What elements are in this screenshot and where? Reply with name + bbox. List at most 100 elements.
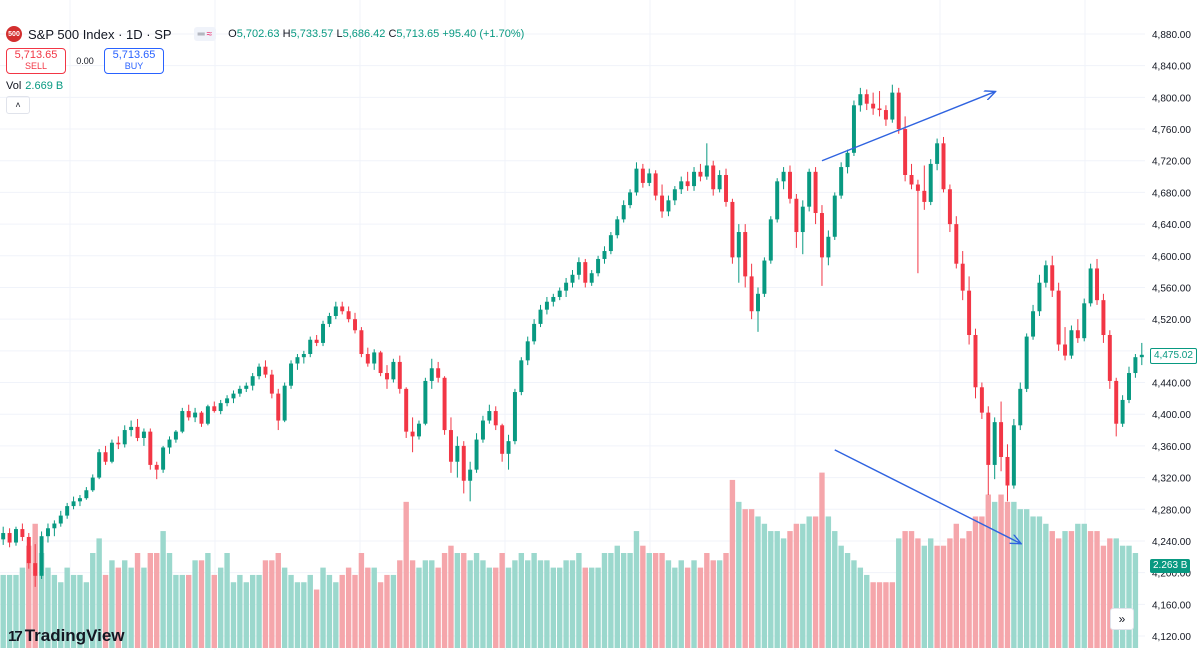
close-value: 5,713.65 [396,28,440,40]
volume-bar [186,574,192,648]
price-tick-label: 4,400.00 [1152,410,1191,421]
sell-button[interactable]: 5,713.65 SELL [6,48,66,74]
candle-body [666,200,671,212]
volume-bar [934,545,940,648]
candle-body [813,171,818,214]
candle-body [762,260,767,294]
volume-bar [608,553,614,648]
volume-bar [230,582,237,648]
candle-body [321,323,326,343]
volume-bar [512,560,518,648]
volume-bar [518,553,525,648]
candle-body [391,361,396,380]
volume-bar [716,560,723,648]
volume-bar [864,574,870,648]
candle-body [71,501,76,507]
candle-body [960,263,965,291]
volume-bar [454,553,461,648]
volume-bar [480,560,486,648]
candle-body [922,190,927,202]
candle-body [896,92,901,130]
candle-body [429,368,434,381]
candle-body [698,171,703,177]
volume-bar [576,553,582,648]
candle-body [500,425,505,454]
volume-bar [90,553,96,648]
candle-body [314,339,319,343]
candle-body [544,301,549,310]
candle-body [263,366,268,375]
candle-body [564,282,569,291]
candle-body [749,276,754,312]
candle-body [20,529,25,537]
candle-body [461,445,466,481]
volume-bar [224,553,230,648]
candle-body [724,174,729,202]
candle-body [39,536,44,576]
candle-body [596,258,601,274]
volume-bar [77,574,83,648]
collapse-legend-button[interactable]: ˄ [6,96,30,114]
volume-bar [755,516,761,648]
volume-bar [806,516,812,648]
volume-bar [326,574,333,648]
volume-bar [742,509,748,648]
volume-bar [582,567,588,648]
price-tick-label: 4,240.00 [1152,537,1191,548]
volume-bar [486,567,493,648]
volume-bar [134,553,141,648]
volume-bar [627,553,633,648]
candle-body [1031,311,1036,337]
candle-body [826,236,831,258]
indicator-pill[interactable]: ═ ≈ [193,27,217,41]
candle-body [1018,388,1023,426]
volume-bar [166,553,173,648]
sell-label: SELL [24,61,48,71]
volume-bar [320,567,326,648]
candle-body [653,173,658,196]
volume-bar [928,538,934,648]
volume-bar [844,553,851,648]
volume-bar [1043,523,1049,648]
candle-body [794,198,799,233]
candle-body [1082,303,1087,339]
candle-body [1101,300,1106,335]
price-tick-label: 4,360.00 [1152,442,1191,453]
candle-body [161,447,166,470]
symbol-title[interactable]: S&P 500 Index · 1D · SP [28,26,172,42]
price-tick-label: 4,800.00 [1152,93,1191,104]
volume-bar [985,494,991,648]
candle-body [1056,290,1061,345]
volume-bar [1023,509,1030,648]
volume-bar [704,553,710,648]
tradingview-wordmark: TradingView [24,626,125,645]
candle-body [442,377,447,431]
volume-bar [441,553,448,648]
volume-bar [505,567,512,648]
volume-bar [173,574,179,648]
candle-body [1011,425,1016,486]
volume-legend[interactable]: Vol 2.669 B [6,80,524,92]
tradingview-logo[interactable]: 17 TradingView [8,626,125,646]
volume-bar [307,574,313,648]
candle-body [7,533,12,543]
candle-body [1069,330,1074,356]
scroll-to-realtime-button[interactable]: » [1110,608,1134,630]
price-tick-label: 4,120.00 [1152,632,1191,643]
candle-body [340,306,345,312]
volume-bar [1036,516,1043,648]
price-tick-label: 4,840.00 [1152,62,1191,73]
volume-bar [1049,531,1055,648]
volume-bar [908,531,915,648]
price-axis[interactable]: 4,880.00 4,840.00 4,800.00 4,760.00 4,720.00… [1152,30,1191,643]
candle-body [1005,456,1010,486]
volume-bar [563,560,569,648]
candle-body [141,431,146,438]
candle-body [205,406,210,424]
candle-body [973,335,978,388]
volume-bar [966,531,972,648]
buy-button[interactable]: 5,713.65 BUY [104,48,164,74]
candle-body [65,506,70,516]
volume-bar [684,567,691,648]
